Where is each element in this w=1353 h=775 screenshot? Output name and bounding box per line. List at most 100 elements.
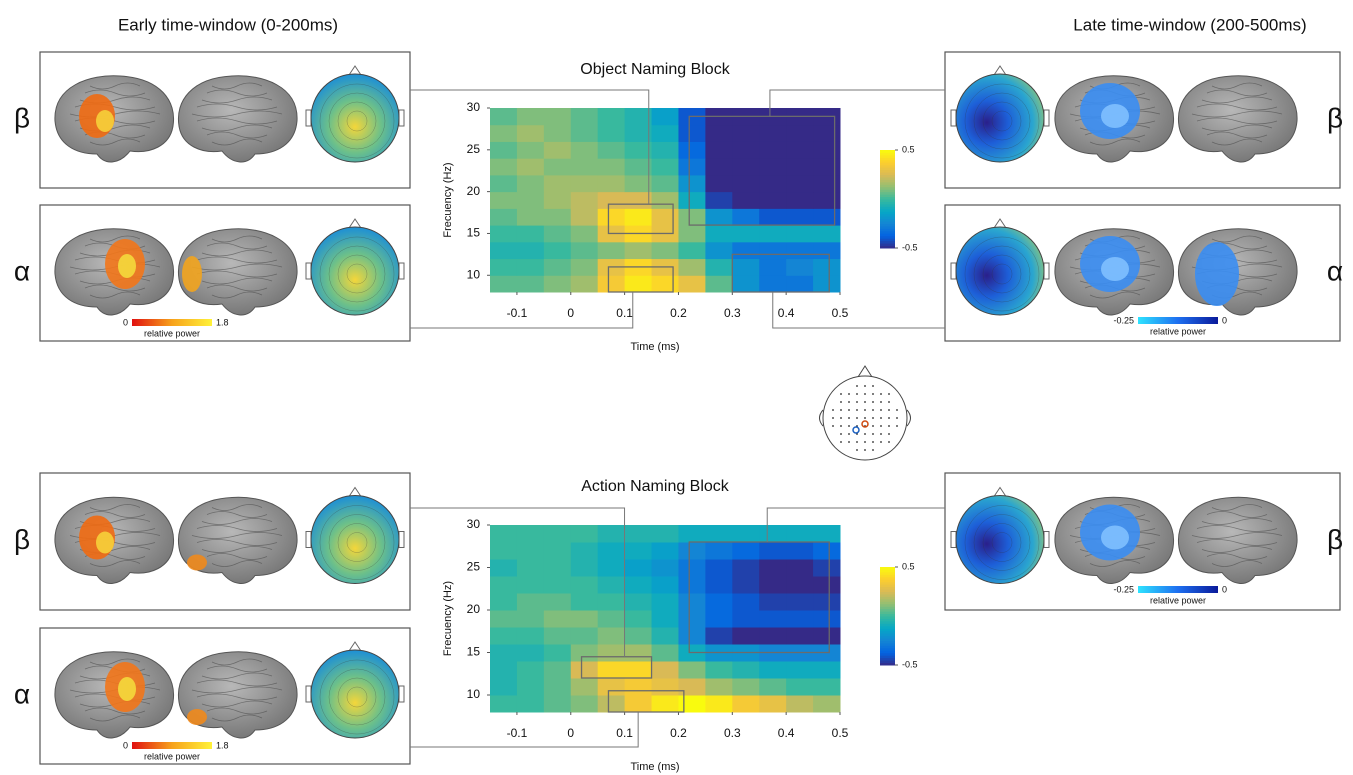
brain bbox=[178, 76, 297, 162]
heat-cell bbox=[652, 559, 679, 577]
electrode bbox=[864, 393, 866, 395]
brain bbox=[178, 497, 297, 583]
heat-cell bbox=[490, 125, 517, 142]
heat-cell bbox=[625, 242, 652, 259]
electrode bbox=[896, 409, 898, 411]
heat-cell bbox=[652, 610, 679, 628]
heat-cell bbox=[598, 158, 625, 175]
heat-cell bbox=[625, 644, 652, 662]
heat-cell bbox=[625, 542, 652, 560]
heat-cell bbox=[544, 576, 571, 594]
heat-cell bbox=[517, 242, 544, 259]
heat-cell bbox=[544, 125, 571, 142]
heat-cell bbox=[490, 627, 517, 645]
heat-cell bbox=[759, 576, 786, 594]
x-tick-label: -0.1 bbox=[507, 726, 528, 740]
electrode bbox=[872, 417, 874, 419]
heat-cell bbox=[759, 141, 786, 158]
heat-cell bbox=[759, 525, 786, 543]
heat-cell bbox=[732, 208, 759, 225]
x-tick-label: 0.5 bbox=[832, 726, 849, 740]
heat-cell bbox=[490, 175, 517, 192]
topo-ear bbox=[1044, 263, 1049, 279]
heat-cell bbox=[705, 576, 732, 594]
heat-cell bbox=[732, 141, 759, 158]
heat-cell bbox=[625, 661, 652, 679]
head-nose bbox=[858, 366, 872, 377]
heat-cell bbox=[571, 542, 598, 560]
heat-cell bbox=[705, 225, 732, 242]
heat-cell bbox=[759, 593, 786, 611]
heatmap-title: Object Naming Block bbox=[580, 61, 730, 78]
heat-cell bbox=[517, 225, 544, 242]
heat-cell bbox=[813, 661, 840, 679]
heat-cell bbox=[544, 525, 571, 543]
heat-cell bbox=[732, 695, 759, 713]
heat-cell bbox=[490, 542, 517, 560]
heat-cell bbox=[786, 610, 813, 628]
colorbar-step bbox=[880, 567, 895, 570]
heat-cell bbox=[598, 593, 625, 611]
heat-cell bbox=[598, 175, 625, 192]
heat-cell bbox=[571, 559, 598, 577]
heat-cell bbox=[544, 678, 571, 696]
heat-cell bbox=[571, 627, 598, 645]
colorbar-tick-label: 0.5 bbox=[902, 561, 915, 571]
electrode bbox=[880, 425, 882, 427]
y-tick-label: 10 bbox=[467, 687, 481, 701]
heat-cell bbox=[490, 695, 517, 713]
x-tick-label: 0.2 bbox=[670, 306, 687, 320]
y-tick-label: 20 bbox=[467, 184, 481, 198]
page-body: Early time-window (0-200ms) Late time-wi… bbox=[0, 0, 1353, 775]
heat-cell bbox=[759, 275, 786, 292]
heat-cell bbox=[652, 593, 679, 611]
heat-cell bbox=[598, 125, 625, 142]
heat-cell bbox=[517, 695, 544, 713]
heat-cell bbox=[732, 259, 759, 276]
heat-cell bbox=[625, 275, 652, 292]
electrode bbox=[896, 425, 898, 427]
brain bbox=[178, 652, 297, 738]
heat-cell bbox=[544, 225, 571, 242]
heat-cell bbox=[705, 125, 732, 142]
heat-cell bbox=[517, 125, 544, 142]
heat-cell bbox=[786, 576, 813, 594]
heat-cell bbox=[571, 644, 598, 662]
heat-cell bbox=[705, 275, 732, 292]
topo-ear bbox=[306, 110, 311, 126]
heat-cell bbox=[759, 695, 786, 713]
heat-cell bbox=[598, 525, 625, 543]
scale-min: -0.25 bbox=[1113, 315, 1134, 325]
heat-cell bbox=[598, 559, 625, 577]
heat-cell bbox=[732, 661, 759, 679]
electrode bbox=[864, 409, 866, 411]
heat-cell bbox=[625, 208, 652, 225]
heat-cell bbox=[490, 242, 517, 259]
heat-cell bbox=[678, 275, 705, 292]
heat-cell bbox=[598, 661, 625, 679]
electrode bbox=[840, 401, 842, 403]
electrode bbox=[872, 385, 874, 387]
heat-cell bbox=[517, 108, 544, 125]
heat-cell bbox=[678, 593, 705, 611]
heat-cell bbox=[813, 695, 840, 713]
electrode bbox=[864, 417, 866, 419]
heat-cell bbox=[813, 559, 840, 577]
heat-cell bbox=[517, 644, 544, 662]
heat-cell bbox=[490, 275, 517, 292]
early-title: Early time-window (0-200ms) bbox=[118, 15, 338, 34]
heat-cell bbox=[705, 559, 732, 577]
heat-cell bbox=[517, 542, 544, 560]
colorbar-step bbox=[880, 150, 895, 153]
topo-ear bbox=[951, 263, 956, 279]
heat-cell bbox=[652, 542, 679, 560]
heat-cell bbox=[571, 141, 598, 158]
heat-cell bbox=[544, 158, 571, 175]
power-scale bbox=[1138, 586, 1218, 593]
heat-cell bbox=[786, 158, 813, 175]
y-tick-label: 10 bbox=[467, 267, 481, 281]
heat-cell bbox=[517, 576, 544, 594]
heat-cell bbox=[571, 158, 598, 175]
band-label: β bbox=[1327, 524, 1343, 555]
heat-cell bbox=[678, 259, 705, 276]
